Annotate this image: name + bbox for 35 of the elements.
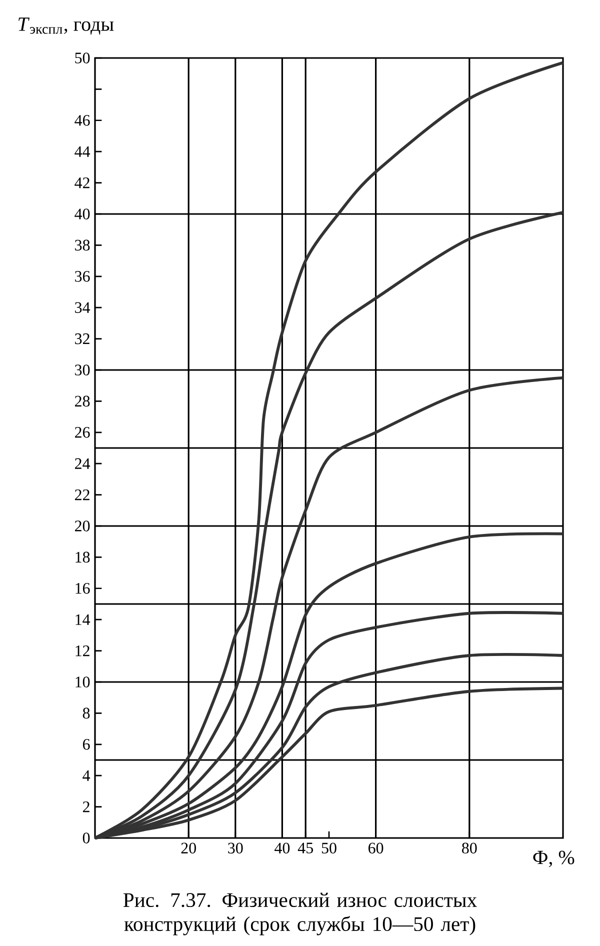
y-tick-label: 28 [75,396,90,407]
y-tick-label: 4 [82,770,90,781]
y-tick-label: 46 [74,115,90,126]
y-tick-label: 18 [76,552,90,563]
x-tick-label: 30 [228,842,243,854]
y-tick-label: 12 [76,645,90,656]
y-tick-label: 16 [76,583,90,594]
x-axis-title: Ф, % [533,850,574,868]
y-tick-label: 32 [75,333,90,344]
y-tick-label: 50 [75,52,90,64]
x-tick-label: 45 [298,842,313,854]
y-tick-label: 38 [75,240,90,251]
y-tick-label: 36 [75,271,90,282]
y-tick-label: 42 [74,177,90,188]
y-tick-label: 22 [75,489,90,500]
y-tick-label: 20 [75,520,90,532]
x-tick-label: 60 [368,842,384,854]
y-tick-label: 0 [82,832,90,844]
text: Рис. 7.37. Физический износ слоистых конструкций (срок службы 10—50 лет) [123,892,477,936]
y-tick-label: 26 [75,427,90,438]
x-tick-label: 50 [322,842,336,854]
y-tick-label: 44 [74,146,90,157]
y-tick-label: 2 [83,801,90,812]
y-tick-label: 10 [76,676,90,688]
y-tick-label: 6 [82,739,90,750]
y-tick-label: 30 [75,364,90,376]
y-tick-label: 40 [74,208,90,220]
x-tick-label: 20 [181,842,196,854]
y-axis-title: T$_{экспл}$, годы [18,18,114,35]
y-tick-label: 14 [76,614,90,625]
y-tick-label: 8 [82,708,90,719]
x-tick-label: 80 [462,842,477,854]
y-tick-label: 34 [75,302,90,313]
y-tick-label: 24 [75,458,90,469]
x-tick-label: 40 [274,842,290,854]
